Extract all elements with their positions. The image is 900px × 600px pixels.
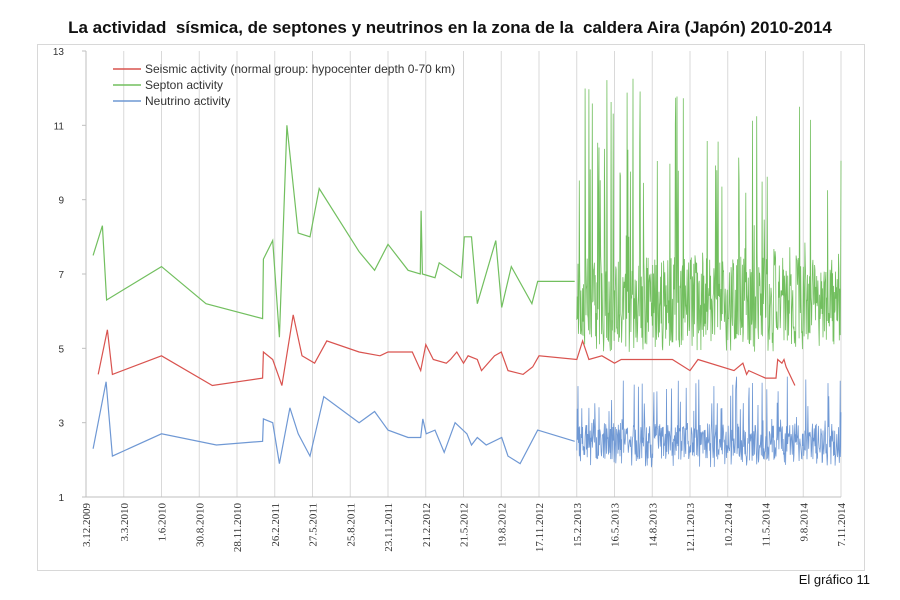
x-tick-label: 1.6.2010 [157,503,169,542]
y-tick-label: 11 [54,121,65,132]
series-lines [92,78,842,468]
x-tick-label: 11.5.2014 [761,503,773,547]
y-tick-label: 9 [58,196,64,207]
legend-label-3: Neutrino activity [145,94,230,108]
x-tick-label: 27.5.2011 [308,503,320,547]
y-tick-label: 13 [53,47,65,58]
series-dense-2 [576,78,842,352]
x-tick-label: 17.11.2012 [534,503,546,552]
legend-label-2: Septon activity [145,78,223,92]
x-tick-label: 14.8.2013 [647,503,659,548]
chart-frame: 1 3 5 7 9 11 13 3.12.2009 3.3.2010 1.6.2010 30.8.… [37,44,865,571]
x-tick-label: 10.2.2014 [723,503,735,548]
x-tick-label: 15.2.2013 [572,503,584,548]
y-tick-label: 1 [58,493,64,504]
y-tick-label: 5 [58,344,64,355]
x-tick-label: 21.5.2012 [459,503,471,547]
x-tick-label: 16.5.2013 [610,503,622,548]
x-tick-label: 26.2.2011 [270,503,282,547]
figure-caption: El gráfico 11 [798,572,870,587]
series-line-2 [92,125,575,338]
series-dense-3 [576,376,842,468]
x-tick-label: 21.2.2012 [421,503,433,547]
x-tick-label: 25.8.2011 [345,503,357,547]
x-tick-label: 12.11.2013 [685,503,697,553]
legend-label-1: Seismic activity (normal group: hypocent… [145,62,455,76]
y-tick-label: 3 [58,419,64,430]
x-tick-label: 9.8.2014 [798,503,810,542]
x-tick-label: 7.11.2014 [836,503,848,547]
x-tick-label: 23.11.2011 [383,503,395,552]
y-tick-label: 7 [58,270,64,281]
x-tick-label: 19.8.2012 [496,503,508,547]
x-tick-labels: 3.12.2009 3.3.2010 1.6.2010 30.8.2010 28.11.… [81,503,848,553]
x-tick-label: 3.3.2010 [119,503,131,542]
x-tick-label: 30.8.2010 [194,503,206,548]
series-line-3 [92,381,575,465]
x-tick-label: 28.11.2010 [232,503,244,553]
x-tick-label: 3.12.2009 [81,503,93,548]
page-title: La actividad sísmica, de septones y neut… [68,18,832,37]
series-line-1 [97,314,796,387]
chart-legend: Seismic activity (normal group: hypocent… [113,62,455,108]
